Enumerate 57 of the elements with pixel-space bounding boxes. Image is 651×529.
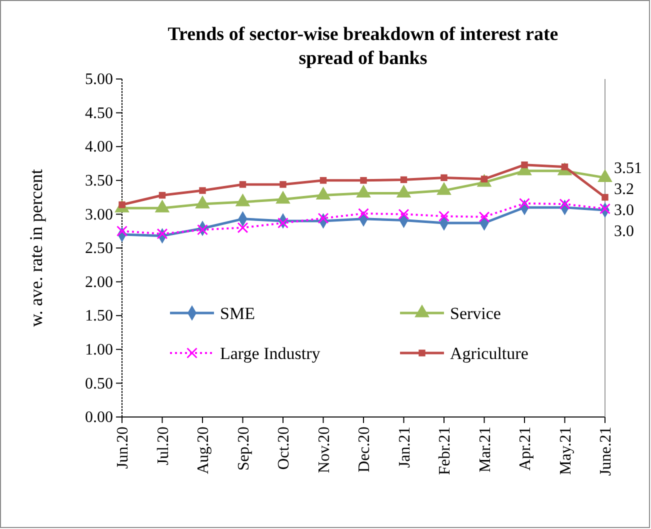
- point: [600, 203, 610, 214]
- point: [197, 224, 208, 236]
- text: 3.51: [614, 160, 642, 177]
- x-tick-label: Jun.20: [114, 426, 132, 469]
- point: [519, 198, 530, 209]
- x-tick-label: Febr.21: [436, 426, 454, 476]
- x-tick-label: June.21: [598, 426, 615, 476]
- point: [318, 212, 329, 224]
- y-tick-label: 1.50: [85, 308, 113, 325]
- x-tick-label: Jan.21: [396, 426, 414, 468]
- y-axis-title: w. ave. rate in percent: [26, 169, 46, 327]
- point: [478, 211, 490, 222]
- x-tick-label: Jul.20: [154, 426, 172, 466]
- y-tick-label: 4.00: [85, 138, 113, 156]
- point: [156, 228, 168, 240]
- x-tick-label: Aug.20: [195, 426, 212, 474]
- point: [400, 176, 408, 184]
- y-tick-label: 5.00: [85, 71, 113, 88]
- legend-label: Large Industry: [220, 344, 321, 363]
- point: [398, 208, 410, 220]
- y-tick-label: 2.50: [85, 240, 113, 258]
- x-tick-label: Mar.21: [476, 426, 494, 472]
- point: [237, 222, 248, 234]
- text: 3.0: [614, 223, 634, 240]
- point: [199, 187, 206, 194]
- point: [438, 210, 450, 222]
- point: [358, 208, 369, 219]
- point: [602, 194, 608, 201]
- y-tick-label: 0.00: [85, 409, 113, 426]
- point: [440, 174, 448, 182]
- y-tick-label: 0.50: [85, 375, 113, 392]
- x-tick-label: Sep.20: [235, 426, 252, 471]
- point: [116, 226, 128, 237]
- legend-label: Service: [450, 304, 501, 323]
- x-tick-label: May.21: [557, 426, 574, 475]
- x-tick-label: Apr.21: [517, 426, 534, 471]
- point: [521, 162, 528, 168]
- point: [278, 218, 288, 228]
- y-tick-label: 4.50: [85, 104, 113, 122]
- point: [280, 181, 286, 188]
- y-tick-label: 1.00: [85, 342, 113, 359]
- text: 3.0: [614, 202, 634, 219]
- point: [360, 177, 367, 184]
- legend-label: Agriculture: [450, 344, 528, 363]
- y-tick-label: 3.50: [85, 172, 113, 190]
- point: [320, 177, 327, 184]
- x-tick-label: Oct.20: [276, 426, 293, 470]
- x-tick-label: Nov.20: [316, 426, 333, 474]
- point: [158, 192, 166, 199]
- x-tick-label: Dec.20: [356, 426, 374, 472]
- legend-label: SME: [220, 304, 255, 323]
- chart-title: Trends of sector-wise breakdown of interest rate spread of banks: [168, 24, 558, 69]
- y-tick-label: 3.00: [85, 206, 113, 224]
- text: 3.2: [614, 181, 634, 198]
- y-tick-label: 2.00: [85, 274, 113, 291]
- point: [239, 181, 246, 188]
- point: [559, 198, 570, 210]
